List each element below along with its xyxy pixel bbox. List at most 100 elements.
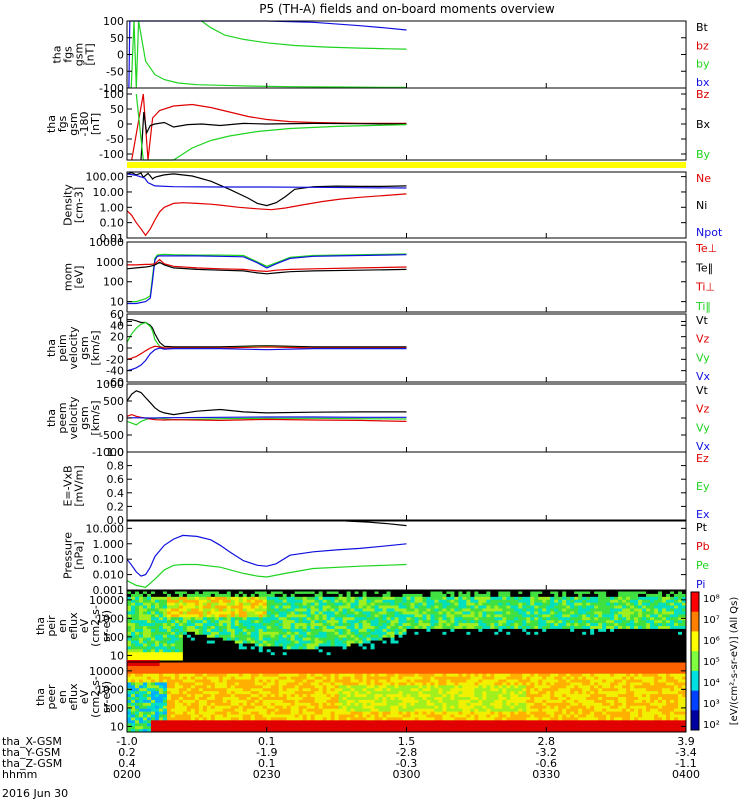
spectrogram-cell — [578, 626, 583, 630]
spectrogram-cell — [286, 705, 292, 710]
spectrogram-cell — [534, 649, 539, 653]
spectrogram-cell — [146, 631, 152, 636]
spectrogram-cell — [254, 705, 260, 710]
spectrogram-cell — [554, 599, 559, 604]
spectrogram-cell — [338, 640, 344, 644]
spectrogram-cell — [258, 620, 264, 624]
spectrogram-cell — [138, 685, 144, 689]
spectrogram-cell — [286, 646, 292, 650]
spectrogram-cell — [422, 623, 427, 627]
spectrogram-cell — [358, 634, 363, 639]
spectrogram-cell — [214, 708, 220, 712]
spectrogram-cell — [682, 614, 687, 618]
spectrogram-cell — [322, 646, 328, 650]
spectrogram-cell — [194, 676, 200, 680]
spectrogram-cell — [274, 614, 280, 618]
y-axis-label-line: Pressure — [62, 532, 75, 579]
spectrogram-cell — [502, 593, 507, 598]
spectrogram-cell — [514, 634, 519, 639]
spectrogram-cell — [466, 623, 471, 627]
spectrogram-cell — [242, 670, 248, 675]
spectrogram-cell — [346, 599, 351, 604]
spectrogram-cell — [142, 658, 148, 662]
spectrogram-cell — [174, 646, 180, 650]
spectrogram-cell — [490, 640, 495, 644]
spectrogram-cell — [598, 602, 603, 606]
spectrogram-cell — [514, 605, 519, 609]
spectrogram-cell — [466, 655, 471, 659]
spectrogram-cell — [426, 605, 431, 609]
spectrogram-cell — [654, 649, 659, 653]
spectrogram-cell — [294, 708, 300, 712]
spectrogram-cell — [606, 623, 611, 627]
spectrogram-cell — [158, 614, 164, 618]
spectrogram-cell — [158, 688, 164, 692]
spectrogram-cell — [190, 688, 196, 692]
spectrogram-cell — [294, 620, 300, 624]
spectrogram-cell — [326, 652, 332, 656]
spectrogram-cell — [418, 593, 423, 598]
spectrogram-cell — [610, 614, 615, 618]
series-Ni — [126, 172, 407, 207]
spectrogram-cell — [190, 682, 196, 686]
spectrogram-cell — [410, 637, 415, 641]
spectrogram-cell — [206, 640, 212, 644]
spectrogram-cell — [598, 643, 603, 647]
spectrogram-cell — [594, 614, 599, 618]
spectrogram-cell — [158, 626, 164, 630]
y-axis-label-line: [km/s] — [89, 330, 102, 365]
spectrogram-cell — [282, 670, 288, 675]
spectrogram-cell — [282, 676, 288, 680]
spectrogram-cell — [650, 605, 655, 609]
spectrogram-cell — [358, 599, 363, 604]
spectrogram-cell — [362, 652, 367, 656]
spectrogram-cell — [610, 634, 615, 639]
spectrogram-cell — [150, 652, 156, 656]
spectrogram-cell — [146, 628, 152, 633]
spectrogram-cell — [638, 599, 643, 604]
spectrogram-cell — [314, 643, 320, 647]
spectrogram-cell — [394, 626, 399, 630]
spectrogram-cell — [174, 649, 180, 653]
spectrogram-cell — [382, 649, 387, 653]
spectrogram-cell — [306, 662, 312, 666]
spectrogram-cell — [610, 605, 615, 609]
spectrogram-cell — [534, 596, 539, 601]
spectrogram-cell — [598, 591, 603, 595]
legend-item: Bz — [696, 88, 710, 101]
spectrogram-cell — [278, 673, 284, 677]
spectrogram-cell — [134, 676, 140, 680]
spectrogram-cell — [334, 623, 340, 627]
spectrogram-cell — [330, 699, 336, 704]
spectrogram-cell — [230, 723, 236, 727]
spectrogram-cell — [494, 634, 499, 639]
spectrogram-cell — [286, 688, 292, 692]
spectrogram-cell — [582, 640, 587, 644]
spectrogram-cell — [626, 611, 631, 615]
spectrogram-cell — [366, 596, 371, 601]
spectrogram-cell — [170, 691, 176, 695]
spectrogram-cell — [270, 714, 276, 718]
spectrogram-cell — [490, 643, 495, 647]
spectrogram-cell — [294, 697, 300, 701]
spectrogram-cell — [482, 614, 487, 618]
spectrogram-cell — [606, 658, 611, 662]
spectrogram-cell — [238, 702, 244, 707]
spectrogram-cell — [394, 602, 399, 606]
spectrogram-cell — [230, 634, 236, 639]
spectrogram-cell — [190, 617, 196, 621]
spectrogram-cell — [162, 623, 168, 627]
spectrogram-cell — [142, 614, 148, 618]
spectrogram-cell — [406, 652, 411, 656]
spectrogram-cell — [174, 723, 180, 727]
spectrogram-cell — [594, 631, 599, 636]
spectrogram-cell — [342, 682, 347, 686]
spectrogram-cell — [666, 637, 671, 641]
spectrogram-cell — [578, 608, 583, 612]
spectrogram-cell — [314, 729, 320, 733]
spectrogram-cell — [334, 640, 340, 644]
spectrogram-cell — [174, 611, 180, 615]
spectrogram-cell — [330, 626, 336, 630]
spectrogram-cell — [166, 667, 172, 672]
spectrogram-cell — [170, 673, 176, 677]
